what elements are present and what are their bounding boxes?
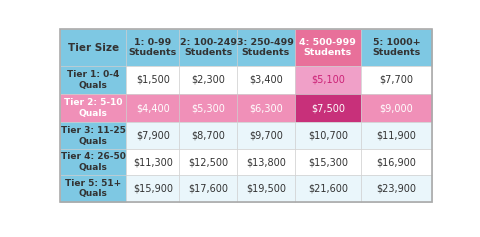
Text: 3: 250-499
Students: 3: 250-499 Students bbox=[238, 38, 294, 58]
Text: Tier 3: 11-25
Quals: Tier 3: 11-25 Quals bbox=[60, 126, 126, 146]
Text: $15,900: $15,900 bbox=[133, 184, 173, 194]
Bar bbox=[180, 29, 237, 66]
Bar bbox=[180, 175, 237, 202]
Text: $17,600: $17,600 bbox=[188, 184, 228, 194]
Bar bbox=[126, 123, 180, 149]
Text: $7,700: $7,700 bbox=[380, 75, 413, 85]
Text: $9,000: $9,000 bbox=[380, 103, 413, 113]
Bar bbox=[295, 123, 361, 149]
Text: 1: 0-99
Students: 1: 0-99 Students bbox=[129, 38, 177, 58]
Text: $15,300: $15,300 bbox=[308, 157, 348, 167]
Bar bbox=[361, 123, 432, 149]
Bar bbox=[237, 29, 295, 66]
Bar bbox=[295, 175, 361, 202]
Bar bbox=[237, 94, 295, 123]
Bar bbox=[180, 123, 237, 149]
Bar bbox=[237, 123, 295, 149]
Text: $5,100: $5,100 bbox=[311, 75, 345, 85]
Text: 2: 100-249
Students: 2: 100-249 Students bbox=[180, 38, 237, 58]
Bar bbox=[295, 29, 361, 66]
Bar bbox=[361, 94, 432, 123]
Bar bbox=[237, 66, 295, 94]
Text: $19,500: $19,500 bbox=[246, 184, 286, 194]
Bar bbox=[295, 66, 361, 94]
Text: Tier 4: 26-50
Quals: Tier 4: 26-50 Quals bbox=[60, 152, 126, 172]
Bar bbox=[361, 29, 432, 66]
Text: $3,400: $3,400 bbox=[249, 75, 283, 85]
Bar bbox=[60, 66, 126, 94]
Bar bbox=[126, 66, 180, 94]
Bar bbox=[180, 149, 237, 175]
Text: 5: 1000+
Students: 5: 1000+ Students bbox=[372, 38, 420, 58]
Text: $7,900: $7,900 bbox=[136, 131, 170, 141]
Bar bbox=[60, 123, 126, 149]
Bar bbox=[361, 175, 432, 202]
Text: $5,300: $5,300 bbox=[192, 103, 225, 113]
Bar bbox=[295, 149, 361, 175]
Text: Tier Size: Tier Size bbox=[68, 43, 119, 53]
Bar bbox=[126, 175, 180, 202]
Bar bbox=[295, 94, 361, 123]
Text: $2,300: $2,300 bbox=[192, 75, 225, 85]
Bar bbox=[237, 149, 295, 175]
Text: $11,900: $11,900 bbox=[376, 131, 417, 141]
Bar bbox=[126, 94, 180, 123]
Bar bbox=[60, 94, 126, 123]
Bar bbox=[60, 149, 126, 175]
Text: Tier 1: 0-4
Quals: Tier 1: 0-4 Quals bbox=[67, 70, 120, 90]
Bar bbox=[60, 29, 126, 66]
Text: $21,600: $21,600 bbox=[308, 184, 348, 194]
Bar bbox=[60, 175, 126, 202]
Bar bbox=[361, 149, 432, 175]
Text: $7,500: $7,500 bbox=[311, 103, 345, 113]
Text: $4,400: $4,400 bbox=[136, 103, 170, 113]
Text: $10,700: $10,700 bbox=[308, 131, 348, 141]
Text: $8,700: $8,700 bbox=[192, 131, 225, 141]
Text: $13,800: $13,800 bbox=[246, 157, 286, 167]
Bar bbox=[237, 175, 295, 202]
Bar bbox=[126, 29, 180, 66]
Bar bbox=[180, 94, 237, 123]
Text: $23,900: $23,900 bbox=[376, 184, 417, 194]
Text: $9,700: $9,700 bbox=[249, 131, 283, 141]
Bar bbox=[126, 149, 180, 175]
Text: $12,500: $12,500 bbox=[188, 157, 228, 167]
Bar bbox=[180, 66, 237, 94]
Text: Tier 2: 5-10
Quals: Tier 2: 5-10 Quals bbox=[64, 98, 122, 118]
Text: 4: 500-999
Students: 4: 500-999 Students bbox=[300, 38, 356, 58]
Text: Tier 5: 51+
Quals: Tier 5: 51+ Quals bbox=[65, 179, 121, 198]
Text: $6,300: $6,300 bbox=[249, 103, 283, 113]
Text: $1,500: $1,500 bbox=[136, 75, 170, 85]
Text: $16,900: $16,900 bbox=[376, 157, 417, 167]
Text: $11,300: $11,300 bbox=[133, 157, 173, 167]
Bar bbox=[361, 66, 432, 94]
